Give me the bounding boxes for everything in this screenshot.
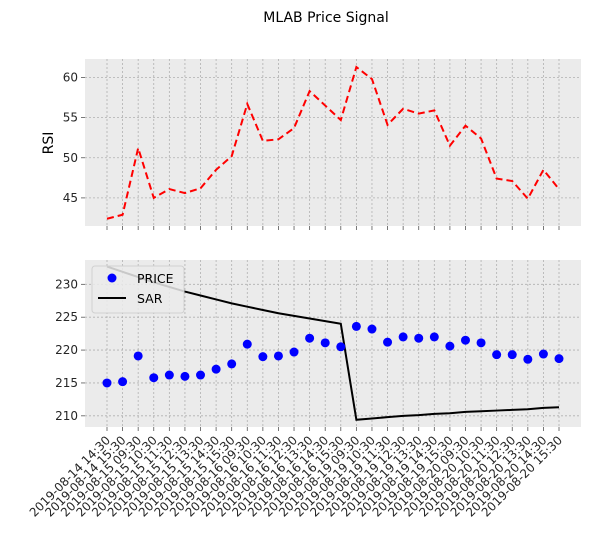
y-tick-label: 225 — [55, 310, 78, 324]
price-point — [476, 338, 486, 348]
price-point — [367, 324, 377, 334]
price-point — [538, 349, 548, 359]
y-tick-label: 210 — [55, 409, 78, 423]
price-point — [133, 351, 143, 361]
price-point — [383, 337, 393, 347]
price-point — [320, 338, 330, 348]
price-point — [398, 332, 408, 342]
price-point — [507, 350, 517, 360]
rsi-x-ticks — [106, 226, 560, 230]
rsi-plot-area — [85, 59, 581, 226]
y-tick-label: 215 — [55, 376, 78, 390]
price-point — [273, 351, 283, 361]
price-point — [149, 373, 159, 383]
price-point — [164, 370, 174, 380]
price-point — [211, 364, 221, 374]
price-gridlines — [85, 260, 581, 427]
figure-title: MLAB Price Signal — [263, 10, 388, 26]
legend-sar-label: SAR — [137, 291, 163, 306]
price-point — [180, 371, 190, 381]
price-point — [196, 370, 206, 380]
y-tick-label: 50 — [63, 151, 78, 165]
price-point — [102, 378, 112, 388]
y-tick-label: 230 — [55, 277, 78, 291]
price-point — [554, 354, 564, 364]
price-point — [289, 347, 299, 357]
price-point — [242, 339, 252, 349]
legend-price-label: PRICE — [137, 271, 174, 286]
rsi-y-axis-label: RSI — [41, 132, 57, 155]
legend: PRICE SAR — [91, 265, 185, 314]
price-point — [460, 335, 470, 345]
price-point — [305, 333, 315, 343]
price-point — [445, 341, 455, 351]
rsi-line — [106, 65, 560, 220]
price-point — [523, 354, 533, 364]
price-y-ticks: 210 215 220 225 230 — [55, 277, 85, 423]
rsi-series — [106, 65, 560, 220]
price-point — [429, 332, 439, 342]
price-point — [118, 377, 128, 387]
price-axes: 210 215 220 225 230 2019-08-14 14:302019-08-… — [27, 260, 581, 520]
price-point — [351, 321, 361, 331]
price-point — [414, 333, 424, 343]
rsi-gridlines — [85, 59, 581, 226]
price-point — [258, 352, 268, 362]
price-point — [227, 359, 237, 369]
price-point — [492, 350, 502, 360]
rsi-axes: 45 50 55 60 RSI — [41, 59, 581, 230]
rsi-y-ticks: 45 50 55 60 — [63, 70, 85, 205]
y-tick-label: 45 — [63, 191, 78, 205]
legend-price-marker — [107, 273, 117, 283]
price-point — [336, 342, 346, 352]
y-tick-label: 60 — [63, 70, 78, 84]
y-tick-label: 55 — [63, 111, 78, 125]
y-tick-label: 220 — [55, 343, 78, 357]
